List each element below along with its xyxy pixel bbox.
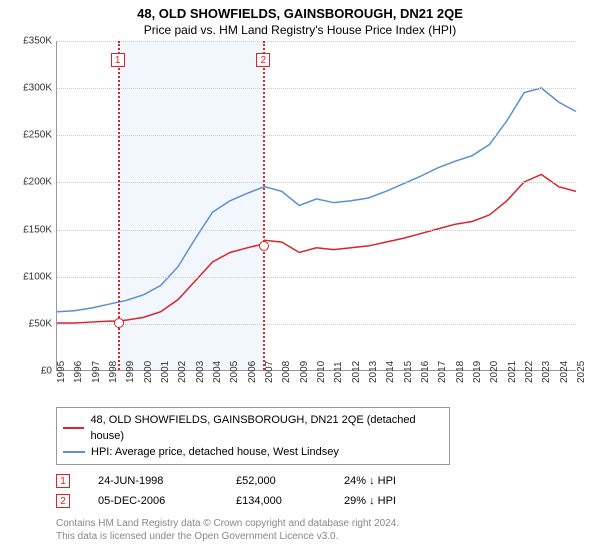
legend-label: 48, OLD SHOWFIELDS, GAINSBOROUGH, DN21 2… <box>90 412 443 444</box>
series-line <box>57 88 576 312</box>
legend-item: HPI: Average price, detached house, West… <box>63 444 443 460</box>
x-axis-label: 2015 <box>403 361 414 383</box>
event-date: 05-DEC-2006 <box>98 491 208 511</box>
x-axis-label: 2005 <box>229 361 240 383</box>
legend-swatch <box>63 451 85 453</box>
event-marker: 1 <box>56 474 70 488</box>
x-axis-label: 2024 <box>559 361 570 383</box>
event-marker: 2 <box>56 494 70 508</box>
legend-item: 48, OLD SHOWFIELDS, GAINSBOROUGH, DN21 2… <box>63 412 443 444</box>
x-axis-label: 2011 <box>333 361 344 383</box>
x-axis-label: 2009 <box>299 361 310 383</box>
x-axis-label: 2019 <box>472 361 483 383</box>
legend: 48, OLD SHOWFIELDS, GAINSBOROUGH, DN21 2… <box>56 407 450 465</box>
y-axis-label: £200K <box>23 177 52 188</box>
x-axis-label: 2007 <box>264 361 275 383</box>
x-axis-label: 2002 <box>177 361 188 383</box>
x-axis-label: 2017 <box>437 361 448 383</box>
y-axis-label: £350K <box>23 36 52 47</box>
x-axis-label: 2010 <box>316 361 327 383</box>
legend-swatch <box>63 427 84 429</box>
x-axis-label: 1996 <box>73 361 84 383</box>
chart-title: 48, OLD SHOWFIELDS, GAINSBOROUGH, DN21 2… <box>0 0 600 21</box>
y-axis-label: £300K <box>23 83 52 94</box>
chart-marker-label: 2 <box>256 53 270 67</box>
x-axis-label: 1997 <box>91 361 102 383</box>
x-axis-label: 2020 <box>489 361 500 383</box>
x-axis-label: 2014 <box>385 361 396 383</box>
event-price: £52,000 <box>236 471 316 491</box>
series-line <box>57 174 576 323</box>
x-axis-label: 2016 <box>420 361 431 383</box>
x-axis-label: 2006 <box>247 361 258 383</box>
x-axis-label: 1999 <box>125 361 136 383</box>
footer-attribution: Contains HM Land Registry data © Crown c… <box>56 517 600 543</box>
legend-label: HPI: Average price, detached house, West… <box>91 444 339 460</box>
footer-line1: Contains HM Land Registry data © Crown c… <box>56 517 600 530</box>
chart-container: 48, OLD SHOWFIELDS, GAINSBOROUGH, DN21 2… <box>0 0 600 560</box>
x-axis-label: 1998 <box>108 361 119 383</box>
y-axis-label: £50K <box>29 318 52 329</box>
x-axis-label: 2000 <box>143 361 154 383</box>
y-axis-label: £100K <box>23 271 52 282</box>
x-axis-label: 2022 <box>524 361 535 383</box>
x-axis-label: 2008 <box>281 361 292 383</box>
event-note: 24% ↓ HPI <box>344 471 396 491</box>
plot-region: 12 <box>56 41 576 371</box>
chart-subtitle: Price paid vs. HM Land Registry's House … <box>0 21 600 41</box>
event-row: 2 05-DEC-2006 £134,000 29% ↓ HPI <box>56 491 600 511</box>
chart-marker-dot <box>114 318 124 328</box>
x-axis-label: 2012 <box>351 361 362 383</box>
x-axis-label: 2001 <box>160 361 171 383</box>
x-axis-label: 2021 <box>507 361 518 383</box>
x-axis-label: 2004 <box>212 361 223 383</box>
event-date: 24-JUN-1998 <box>98 471 208 491</box>
event-note: 29% ↓ HPI <box>344 491 396 511</box>
x-axis-label: 2023 <box>541 361 552 383</box>
y-axis-label: £0 <box>41 366 52 377</box>
chart-marker-dot <box>259 241 269 251</box>
x-axis-label: 2013 <box>368 361 379 383</box>
footer-line2: This data is licensed under the Open Gov… <box>56 530 600 543</box>
event-row: 1 24-JUN-1998 £52,000 24% ↓ HPI <box>56 471 600 491</box>
y-axis-label: £150K <box>23 224 52 235</box>
x-axis-label: 1995 <box>56 361 67 383</box>
chart-area: 12 £0£50K£100K£150K£200K£250K£300K£350K1… <box>40 41 600 401</box>
x-axis-label: 2025 <box>576 361 587 383</box>
event-price: £134,000 <box>236 491 316 511</box>
events-table: 1 24-JUN-1998 £52,000 24% ↓ HPI 2 05-DEC-2006… <box>56 471 600 511</box>
y-axis-label: £250K <box>23 130 52 141</box>
chart-marker-label: 1 <box>111 53 125 67</box>
x-axis-label: 2018 <box>455 361 466 383</box>
line-layer <box>57 41 576 370</box>
x-axis-label: 2003 <box>195 361 206 383</box>
